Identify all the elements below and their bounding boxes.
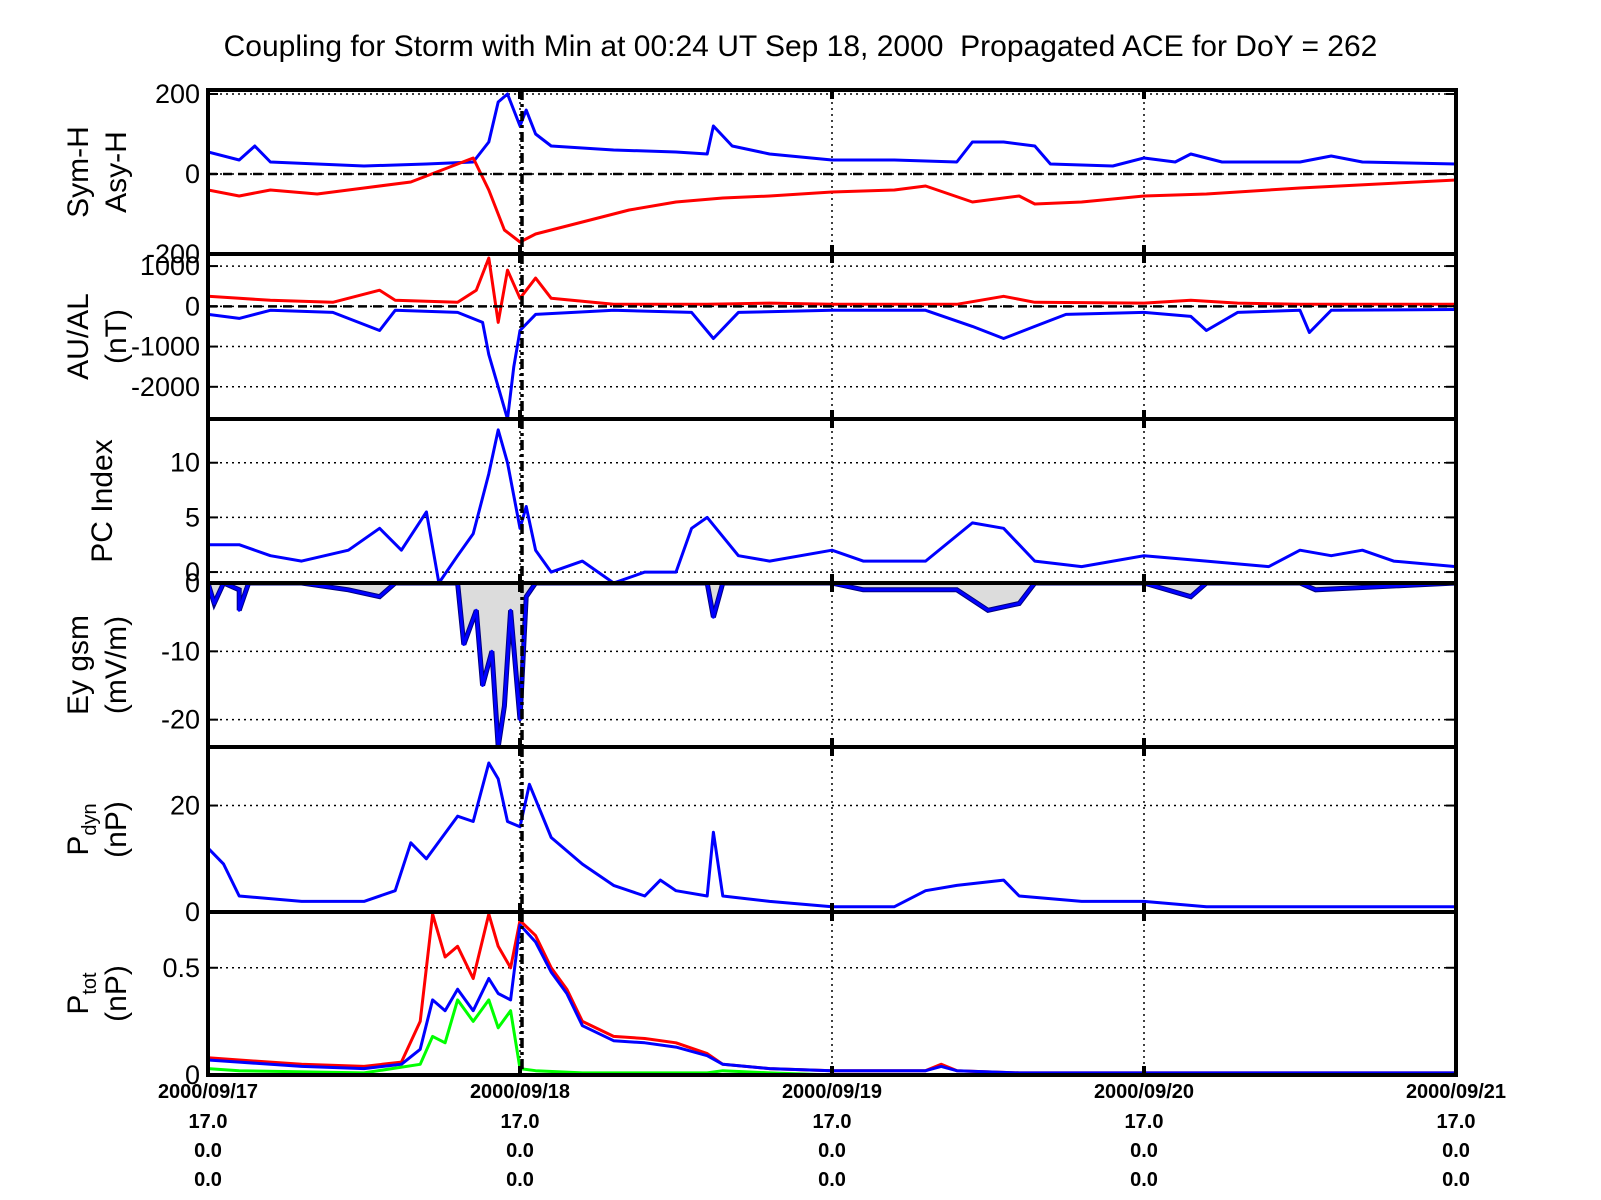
series-line-blue <box>208 923 1456 1075</box>
y-tick-label: -2000 <box>131 372 200 402</box>
y-axis-label: Ey gsm <box>62 615 95 715</box>
y-axis-label: Sym-H <box>62 126 95 218</box>
x-tick-label-row4: 0.0 <box>818 1169 846 1191</box>
y-axis-label: PC Index <box>86 439 119 562</box>
y-axis-label: Ptot <box>62 972 101 1015</box>
x-tick-label-row3: 0.0 <box>818 1140 846 1162</box>
panel-6: 0 0.5 Ptot (nP) <box>62 910 1458 1090</box>
series-line-blue <box>208 583 1456 747</box>
panel-4: -20 -10 0 Ey gsm (mV/m) <box>62 568 1458 749</box>
series-line-red <box>208 256 1456 324</box>
y-axis-label-main: P <box>62 995 95 1015</box>
y-tick-label: 0 <box>185 291 200 321</box>
y-axis-label: (nP) <box>100 965 133 1022</box>
y-axis-label-sub: tot <box>79 972 101 995</box>
y-axis-label-main: P <box>62 836 95 856</box>
y-axis-label: Asy-H <box>100 131 133 213</box>
y-tick-label: 0.5 <box>162 953 200 983</box>
panel-1: -200 0 200 Sym-H Asy-H <box>62 79 1458 269</box>
x-tick-label-row4: 0.0 <box>506 1169 534 1191</box>
x-tick-label-row3: 0.0 <box>1130 1140 1158 1162</box>
y-tick-label: 200 <box>155 79 200 109</box>
x-tick-label-row3: 0.0 <box>194 1140 222 1162</box>
x-tick-label-dates: 2000/09/21 <box>1406 1081 1506 1103</box>
y-axis-label: Pdyn <box>62 803 101 855</box>
panel-3: 0 5 10 PC Index <box>86 417 1458 587</box>
y-tick-label: -200 <box>146 239 200 269</box>
y-tick-label: 0 <box>185 897 200 927</box>
x-tick-label-row2: 17.0 <box>501 1111 540 1133</box>
x-axis: 2000/09/17 17.0 0.0 0.0 2000/09/18 17.0 0.0 0.0… <box>158 1081 1506 1191</box>
y-tick-label: 10 <box>170 448 200 478</box>
x-tick-label-row4: 0.0 <box>194 1169 222 1191</box>
x-tick-label-dates: 2000/09/20 <box>1094 1081 1194 1103</box>
panel-2: -2000 -1000 0 1000 AU/AL (nT) <box>62 251 1458 421</box>
x-tick-label-row3: 0.0 <box>1442 1140 1470 1162</box>
series-line-red <box>208 156 1456 244</box>
y-tick-label: 0 <box>185 568 200 598</box>
y-tick-label: 0 <box>185 557 200 587</box>
y-axis-label: (nP) <box>100 801 133 858</box>
chart-title: Coupling for Storm with Min at 00:24 UT … <box>223 30 1378 63</box>
x-tick-label-row3: 0.0 <box>506 1140 534 1162</box>
x-tick-label-row4: 0.0 <box>1130 1169 1158 1191</box>
y-tick-label: 0 <box>185 159 200 189</box>
series-line-blue <box>208 428 1456 583</box>
x-tick-label-row2: 17.0 <box>189 1111 228 1133</box>
y-axis-label: (mV/m) <box>100 616 133 714</box>
y-tick-label: 1000 <box>140 251 200 281</box>
x-tick-label-dates: 2000/09/18 <box>470 1081 570 1103</box>
y-tick-label: -20 <box>161 705 200 735</box>
series-line-blue <box>208 308 1456 419</box>
y-axis-label-sub: dyn <box>79 803 101 835</box>
y-axis-label: AU/AL <box>62 293 95 380</box>
series-line-green <box>208 998 1456 1075</box>
series-line-blue <box>208 92 1456 168</box>
panel-5: 0 20 Pdyn (nP) <box>62 745 1458 927</box>
x-tick-label-row2: 17.0 <box>1437 1111 1476 1133</box>
y-tick-label: -1000 <box>131 332 200 362</box>
x-tick-label-row2: 17.0 <box>813 1111 852 1133</box>
x-tick-label-row2: 17.0 <box>1125 1111 1164 1133</box>
y-axis-label: (nT) <box>100 309 133 364</box>
x-tick-label-dates: 2000/09/19 <box>782 1081 882 1103</box>
x-tick-label-dates: 2000/09/17 <box>158 1081 258 1103</box>
x-tick-label-row4: 0.0 <box>1442 1169 1470 1191</box>
series-line-blue <box>208 761 1456 909</box>
y-tick-label: -10 <box>161 636 200 666</box>
y-tick-label: 0 <box>185 1060 200 1090</box>
y-tick-label: 20 <box>170 791 200 821</box>
y-tick-label: 5 <box>185 502 200 532</box>
